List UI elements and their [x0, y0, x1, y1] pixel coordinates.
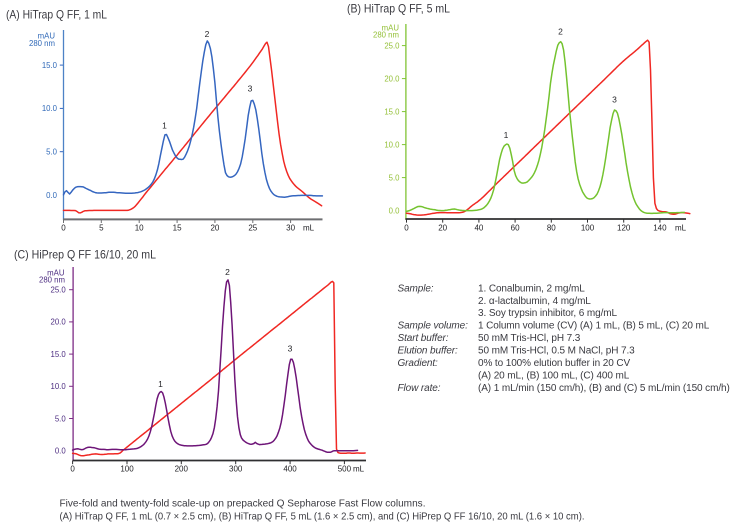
svg-text:280 nm: 280 nm [39, 276, 65, 285]
svg-text:mL: mL [303, 224, 315, 233]
svg-text:280 nm: 280 nm [29, 39, 55, 48]
svg-text:mAU: mAU [38, 32, 56, 41]
svg-text:Flow rate:: Flow rate: [398, 383, 441, 394]
svg-text:(B) HiTrap Q FF, 5 mL: (B) HiTrap Q FF, 5 mL [347, 2, 450, 16]
svg-text:30: 30 [286, 224, 295, 233]
svg-text:1 Column volume (CV) (A) 1 mL,: 1 Column volume (CV) (A) 1 mL, (B) 5 mL,… [478, 321, 710, 332]
svg-text:5.0: 5.0 [46, 148, 58, 157]
svg-text:140: 140 [653, 224, 667, 233]
svg-text:100: 100 [581, 224, 595, 233]
svg-text:(A) 20 mL, (B) 100 mL, (C) 400: (A) 20 mL, (B) 100 mL, (C) 400 mL [478, 370, 630, 381]
svg-text:20.0: 20.0 [51, 318, 67, 327]
svg-text:3. Soy trypsin inhibitor, 6 mg: 3. Soy trypsin inhibitor, 6 mg/mL [478, 308, 618, 319]
svg-text:120: 120 [617, 224, 631, 233]
svg-text:2. α-lactalbumin, 4 mg/mL: 2. α-lactalbumin, 4 mg/mL [478, 296, 591, 307]
svg-text:15.0: 15.0 [51, 350, 67, 359]
svg-text:(A) HiTrap Q FF, 1 mL (0.7 × 2: (A) HiTrap Q FF, 1 mL (0.7 × 2.5 cm), (B… [60, 511, 585, 523]
svg-text:0.0: 0.0 [55, 447, 67, 456]
svg-text:25: 25 [248, 224, 257, 233]
svg-text:Sample volume:: Sample volume: [398, 321, 469, 332]
svg-text:Elution buffer:: Elution buffer: [398, 346, 459, 357]
svg-text:mAU: mAU [382, 24, 400, 33]
svg-text:0.0: 0.0 [46, 191, 58, 200]
svg-text:0: 0 [70, 465, 75, 474]
svg-text:500: 500 [338, 465, 352, 474]
svg-text:80: 80 [547, 224, 556, 233]
svg-text:mAU: mAU [47, 269, 65, 278]
svg-text:0% to 100% elution buffer in 2: 0% to 100% elution buffer in 20 CV [478, 358, 631, 369]
svg-text:100: 100 [120, 465, 134, 474]
svg-text:50 mM Tris-HCl, 0.5 M NaCl, pH: 50 mM Tris-HCl, 0.5 M NaCl, pH 7.3 [478, 346, 635, 357]
svg-text:0.0: 0.0 [389, 206, 401, 215]
svg-text:2: 2 [205, 29, 210, 39]
svg-text:280 nm: 280 nm [373, 31, 399, 40]
svg-text:15: 15 [173, 224, 182, 233]
svg-text:15.0: 15.0 [384, 107, 400, 116]
svg-text:5.0: 5.0 [389, 173, 401, 182]
svg-text:(C) HiPrep Q FF 16/10, 20 mL: (C) HiPrep Q FF 16/10, 20 mL [14, 247, 156, 261]
svg-text:1: 1 [504, 130, 509, 140]
svg-text:10.0: 10.0 [384, 140, 400, 149]
svg-text:1: 1 [162, 121, 167, 131]
svg-text:15.0: 15.0 [42, 61, 58, 70]
svg-text:Five-fold and twenty-fold scal: Five-fold and twenty-fold scale-up on pr… [60, 498, 426, 510]
svg-text:3: 3 [288, 344, 293, 354]
svg-text:mL: mL [353, 465, 365, 474]
svg-text:5.0: 5.0 [55, 414, 67, 423]
svg-text:Sample:: Sample: [398, 283, 434, 294]
svg-text:300: 300 [229, 465, 243, 474]
svg-text:2: 2 [558, 27, 563, 37]
svg-text:20.0: 20.0 [384, 74, 400, 83]
svg-text:1. Conalbumin, 2 mg/mL: 1. Conalbumin, 2 mg/mL [478, 283, 585, 294]
svg-text:50 mM Tris-HCl, pH 7.3: 50 mM Tris-HCl, pH 7.3 [478, 333, 581, 344]
svg-text:60: 60 [511, 224, 520, 233]
svg-text:1: 1 [158, 379, 163, 389]
svg-text:Start buffer:: Start buffer: [398, 333, 449, 344]
svg-text:20: 20 [210, 224, 219, 233]
svg-text:5: 5 [99, 224, 104, 233]
svg-text:400: 400 [283, 465, 297, 474]
svg-text:10.0: 10.0 [51, 382, 67, 391]
svg-text:25.0: 25.0 [384, 41, 400, 50]
svg-text:3: 3 [612, 95, 617, 105]
svg-text:10.0: 10.0 [42, 104, 58, 113]
svg-text:40: 40 [474, 224, 483, 233]
svg-text:(A) 1 mL/min (150 cm/h), (B) a: (A) 1 mL/min (150 cm/h), (B) and (C) 5 m… [478, 383, 730, 394]
svg-text:3: 3 [248, 84, 253, 94]
svg-text:mL: mL [675, 224, 687, 233]
svg-text:2: 2 [225, 267, 230, 277]
svg-text:0: 0 [404, 224, 409, 233]
svg-text:10: 10 [135, 224, 144, 233]
svg-text:200: 200 [175, 465, 189, 474]
svg-text:20: 20 [438, 224, 447, 233]
svg-text:Gradient:: Gradient: [398, 358, 439, 369]
svg-text:0: 0 [61, 224, 66, 233]
svg-text:25.0: 25.0 [51, 286, 67, 295]
svg-text:(A) HiTrap Q FF, 1 mL: (A) HiTrap Q FF, 1 mL [6, 7, 107, 21]
